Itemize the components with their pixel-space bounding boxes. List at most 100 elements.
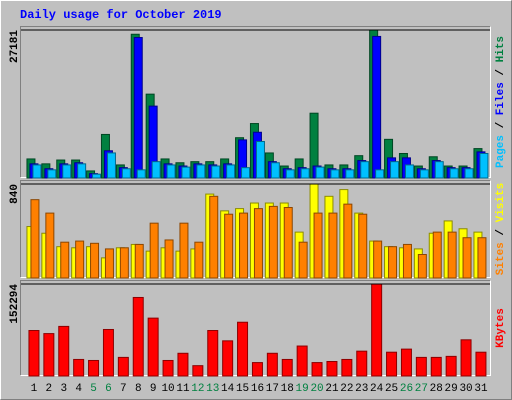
legend-entry: Pages [495, 135, 507, 168]
bar [253, 208, 263, 279]
bar [181, 166, 191, 179]
bar [241, 167, 251, 179]
x-tick-label: 19 [296, 383, 309, 395]
x-tick-label: 17 [266, 383, 279, 395]
x-tick-label: 31 [474, 383, 488, 395]
panel-bevel [20, 26, 491, 178]
panel-bevel [20, 280, 491, 376]
bar [300, 168, 310, 179]
bar [343, 203, 353, 279]
bar [106, 152, 116, 179]
legend: KBytes [495, 308, 507, 348]
legend-entry: Visits [495, 183, 507, 223]
bar [371, 283, 383, 377]
x-tick-label: 9 [150, 383, 157, 395]
bar [477, 237, 487, 279]
panel-bevel [20, 280, 491, 376]
bar [88, 359, 100, 377]
legend-separator: / [495, 62, 507, 82]
bar [360, 161, 370, 179]
bar [386, 351, 398, 377]
bar [224, 213, 234, 279]
bar [119, 247, 129, 279]
bar [479, 152, 489, 179]
bar [73, 358, 85, 377]
legend: Pages / Files / Hits [495, 36, 507, 168]
bar [121, 168, 131, 179]
bar [326, 361, 338, 377]
bar [226, 164, 236, 179]
x-tick-label: 30 [459, 383, 472, 395]
bar [358, 213, 368, 279]
x-tick-label: 28 [430, 383, 443, 395]
y-tick-label: 152294 [9, 284, 21, 324]
x-tick-label: 11 [176, 383, 190, 395]
bar [192, 365, 204, 377]
legend-separator: / [495, 222, 507, 242]
bar [475, 351, 487, 377]
bar [464, 168, 474, 179]
bar [460, 339, 472, 377]
bar [266, 352, 278, 377]
bar [47, 169, 57, 179]
bar [400, 348, 412, 377]
bar [296, 345, 308, 377]
x-tick-label: 14 [221, 383, 235, 395]
bar [92, 173, 102, 179]
bar [60, 241, 70, 279]
bar [402, 243, 412, 279]
bar [281, 358, 293, 377]
legend-separator: / [495, 115, 507, 135]
x-tick-label: 1 [31, 383, 38, 395]
bar [372, 35, 382, 179]
bar [104, 248, 114, 279]
bar [166, 164, 176, 179]
x-tick-label: 3 [60, 383, 67, 395]
x-tick-label: 6 [105, 383, 112, 395]
bar [149, 222, 159, 279]
bar [375, 169, 385, 179]
x-tick-label: 10 [161, 383, 174, 395]
bar [75, 240, 85, 279]
bar [373, 240, 383, 279]
bar [179, 222, 189, 279]
bar [285, 169, 295, 179]
bar [132, 296, 144, 377]
x-tick-label: 29 [445, 383, 458, 395]
bar [268, 205, 278, 279]
bar [430, 356, 442, 377]
bar [90, 242, 100, 279]
bar [447, 231, 457, 279]
panel-bevel [20, 180, 491, 278]
bar [341, 358, 353, 377]
bar [151, 161, 161, 179]
legend: Sites / Visits [495, 183, 507, 275]
x-tick-label: 15 [236, 383, 249, 395]
x-tick-label: 24 [370, 383, 384, 395]
bar [388, 246, 398, 279]
y-tick-label: 840 [9, 184, 21, 204]
x-tick-label: 7 [120, 383, 127, 395]
bar [32, 164, 42, 179]
bar [58, 325, 70, 377]
bar [134, 243, 144, 279]
bar [239, 212, 249, 279]
bar [328, 212, 338, 279]
bar [315, 166, 325, 179]
bar [255, 141, 265, 179]
x-tick-label: 21 [325, 383, 339, 395]
bar [43, 333, 55, 377]
x-tick-label: 23 [355, 383, 368, 395]
legend-entry: KBytes [495, 308, 507, 348]
bar [30, 199, 40, 279]
bar [445, 355, 457, 377]
legend-entry: Sites [495, 242, 507, 275]
chart-title: Daily usage for October 2019 [20, 8, 222, 22]
legend-entry: Hits [495, 36, 507, 62]
bar [432, 231, 442, 279]
bar [345, 169, 355, 179]
bar [28, 330, 40, 377]
bar [45, 212, 55, 279]
bar [196, 164, 206, 179]
